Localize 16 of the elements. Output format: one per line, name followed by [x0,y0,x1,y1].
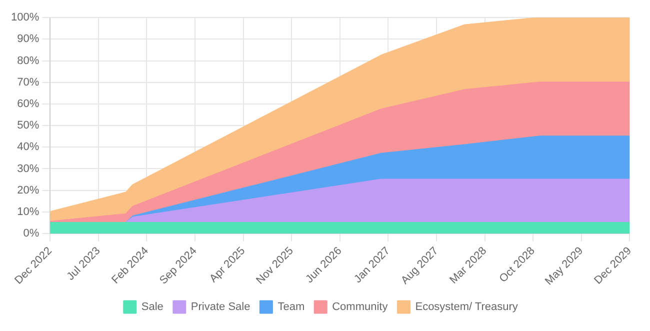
y-tick-label: 20% [17,184,40,196]
y-tick-label: 80% [17,54,40,67]
legend-label: Sale [141,301,164,314]
y-tick-label: 50% [17,120,40,132]
legend-label: Ecosystem/ Treasury [415,301,518,314]
y-tick-label: 70% [17,76,40,88]
y-tick-label: 30% [17,162,40,175]
y-tick-label: 10% [17,206,40,218]
y-tick-label: 40% [17,141,40,154]
legend-label: Community [332,301,388,314]
legend-label: Team [278,301,305,314]
y-tick-label: 60% [17,98,40,110]
y-tick-label: 100% [10,12,40,24]
y-tick-label: 90% [17,33,40,46]
legend-label: Private Sale [190,301,250,314]
y-tick-label: 0% [23,228,40,240]
